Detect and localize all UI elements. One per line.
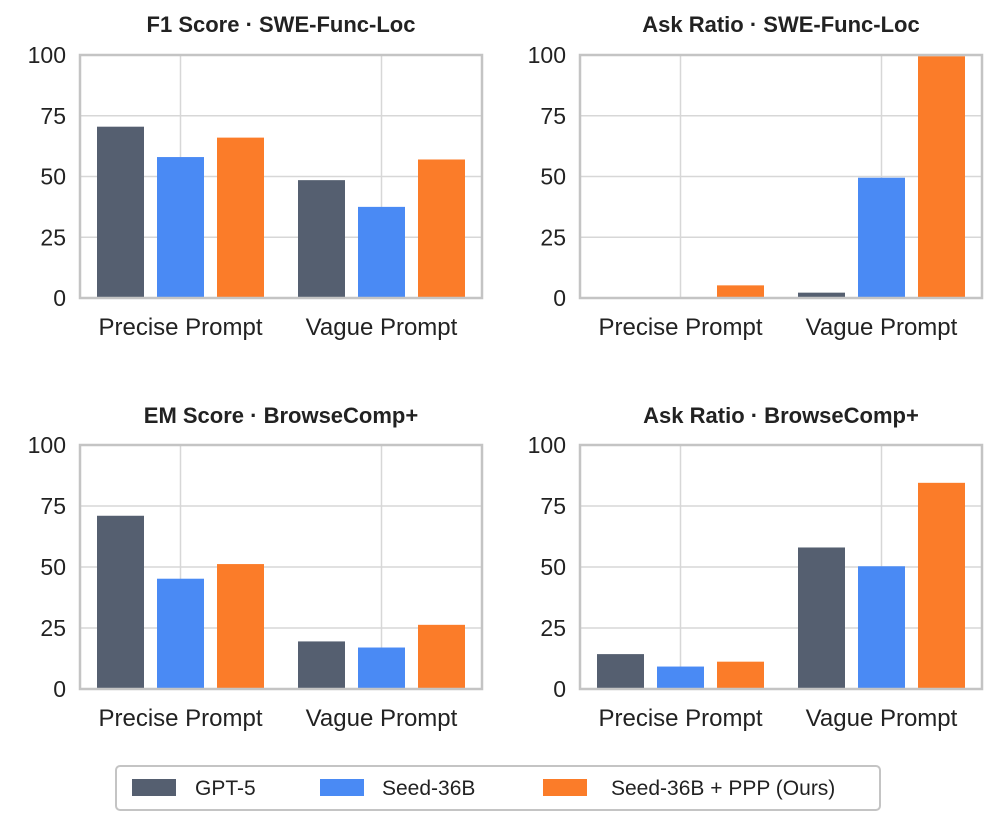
y-tick-label: 50 bbox=[540, 554, 566, 580]
y-tick-label: 75 bbox=[540, 103, 566, 129]
bar-seed-36b-vague-prompt bbox=[358, 647, 405, 689]
bar-seed-36b-ppp-ours-vague-prompt bbox=[418, 624, 465, 689]
legend-box bbox=[115, 765, 881, 811]
y-tick-label: 100 bbox=[28, 42, 66, 68]
y-tick-label: 100 bbox=[528, 432, 566, 458]
legend: GPT-5 Seed-36B Seed-36B + PPP (Ours) bbox=[115, 765, 881, 811]
y-tick-label: 50 bbox=[40, 554, 66, 580]
x-tick-label: Vague Prompt bbox=[806, 314, 958, 341]
bar-seed-36b-precise-prompt bbox=[157, 578, 204, 689]
x-tick-label: Vague Prompt bbox=[306, 705, 458, 732]
x-tick-label: Vague Prompt bbox=[806, 705, 958, 732]
x-tick-label: Vague Prompt bbox=[306, 314, 458, 341]
legend-swatch-seed-36b bbox=[320, 779, 364, 796]
x-tick-label: Precise Prompt bbox=[98, 705, 262, 732]
y-tick-label: 50 bbox=[40, 164, 66, 190]
y-tick-label: 25 bbox=[540, 615, 566, 641]
y-tick-label: 100 bbox=[28, 432, 66, 458]
y-tick-label: 25 bbox=[40, 224, 66, 250]
bar-seed-36b-vague-prompt bbox=[858, 566, 905, 689]
y-tick-label: 0 bbox=[53, 676, 66, 702]
bar-gpt-5-precise-prompt bbox=[97, 126, 144, 298]
chart-panel-2: Ask Ratio · SWE-Func-Loc 0 25 50 75 100 Precis… bbox=[528, 12, 984, 341]
y-tick-label: 75 bbox=[40, 103, 66, 129]
chart-panel-4: Ask Ratio · BrowseComp+ 0 25 50 75 100 Precise… bbox=[528, 403, 984, 732]
bar-seed-36b-ppp-ours-vague-prompt bbox=[418, 159, 465, 298]
plot-frame bbox=[78, 443, 484, 691]
chart-title: EM Score · BrowseComp+ bbox=[144, 403, 418, 428]
bar-seed-36b-ppp-ours-precise-prompt bbox=[717, 661, 764, 689]
x-tick-label: Precise Prompt bbox=[598, 705, 762, 732]
bar-seed-36b-vague-prompt bbox=[858, 177, 905, 298]
plot-frame bbox=[578, 443, 984, 691]
bar-gpt-5-precise-prompt bbox=[97, 515, 144, 689]
plot-frame bbox=[578, 53, 984, 300]
y-tick-label: 100 bbox=[528, 42, 566, 68]
chart-title: F1 Score · SWE-Func-Loc bbox=[147, 12, 416, 37]
y-tick-label: 25 bbox=[40, 615, 66, 641]
x-tick-label: Precise Prompt bbox=[598, 314, 762, 341]
chart-title: Ask Ratio · BrowseComp+ bbox=[643, 403, 919, 428]
y-tick-label: 0 bbox=[553, 285, 566, 311]
x-tick-label: Precise Prompt bbox=[98, 314, 262, 341]
bar-gpt-5-vague-prompt bbox=[798, 547, 845, 689]
bar-seed-36b-ppp-ours-vague-prompt bbox=[918, 56, 965, 299]
bar-gpt-5-vague-prompt bbox=[298, 180, 345, 298]
y-tick-label: 75 bbox=[540, 493, 566, 519]
bar-seed-36b-precise-prompt bbox=[657, 666, 704, 689]
bar-seed-36b-vague-prompt bbox=[358, 206, 405, 298]
bar-seed-36b-ppp-ours-precise-prompt bbox=[217, 137, 264, 298]
bar-seed-36b-ppp-ours-vague-prompt bbox=[918, 482, 965, 689]
bar-gpt-5-vague-prompt bbox=[298, 641, 345, 689]
bar-seed-36b-precise-prompt bbox=[157, 157, 204, 298]
legend-swatch-gpt-5 bbox=[132, 779, 176, 796]
y-tick-label: 50 bbox=[540, 164, 566, 190]
legend-label-seed-36b: Seed-36B bbox=[382, 777, 475, 800]
legend-label-gpt-5: GPT-5 bbox=[195, 777, 256, 800]
plot-frame bbox=[78, 53, 484, 300]
chart-title: Ask Ratio · SWE-Func-Loc bbox=[642, 12, 919, 37]
bar-gpt-5-precise-prompt bbox=[597, 654, 644, 689]
y-tick-label: 25 bbox=[540, 224, 566, 250]
legend-swatch-seed-36b-ppp-ours bbox=[543, 779, 587, 796]
chart-panel-3: EM Score · BrowseComp+ 0 25 50 75 100 Precise … bbox=[28, 403, 484, 732]
y-tick-label: 75 bbox=[40, 493, 66, 519]
legend-label-seed-36b-ppp-ours: Seed-36B + PPP (Ours) bbox=[611, 777, 835, 800]
y-tick-label: 0 bbox=[553, 676, 566, 702]
y-tick-label: 0 bbox=[53, 285, 66, 311]
bar-seed-36b-ppp-ours-precise-prompt bbox=[717, 285, 764, 298]
chart-panel-1: F1 Score · SWE-Func-Loc 0 25 50 75 100 Precise… bbox=[28, 12, 484, 341]
bar-gpt-5-vague-prompt bbox=[798, 292, 845, 298]
bar-seed-36b-ppp-ours-precise-prompt bbox=[217, 564, 264, 689]
